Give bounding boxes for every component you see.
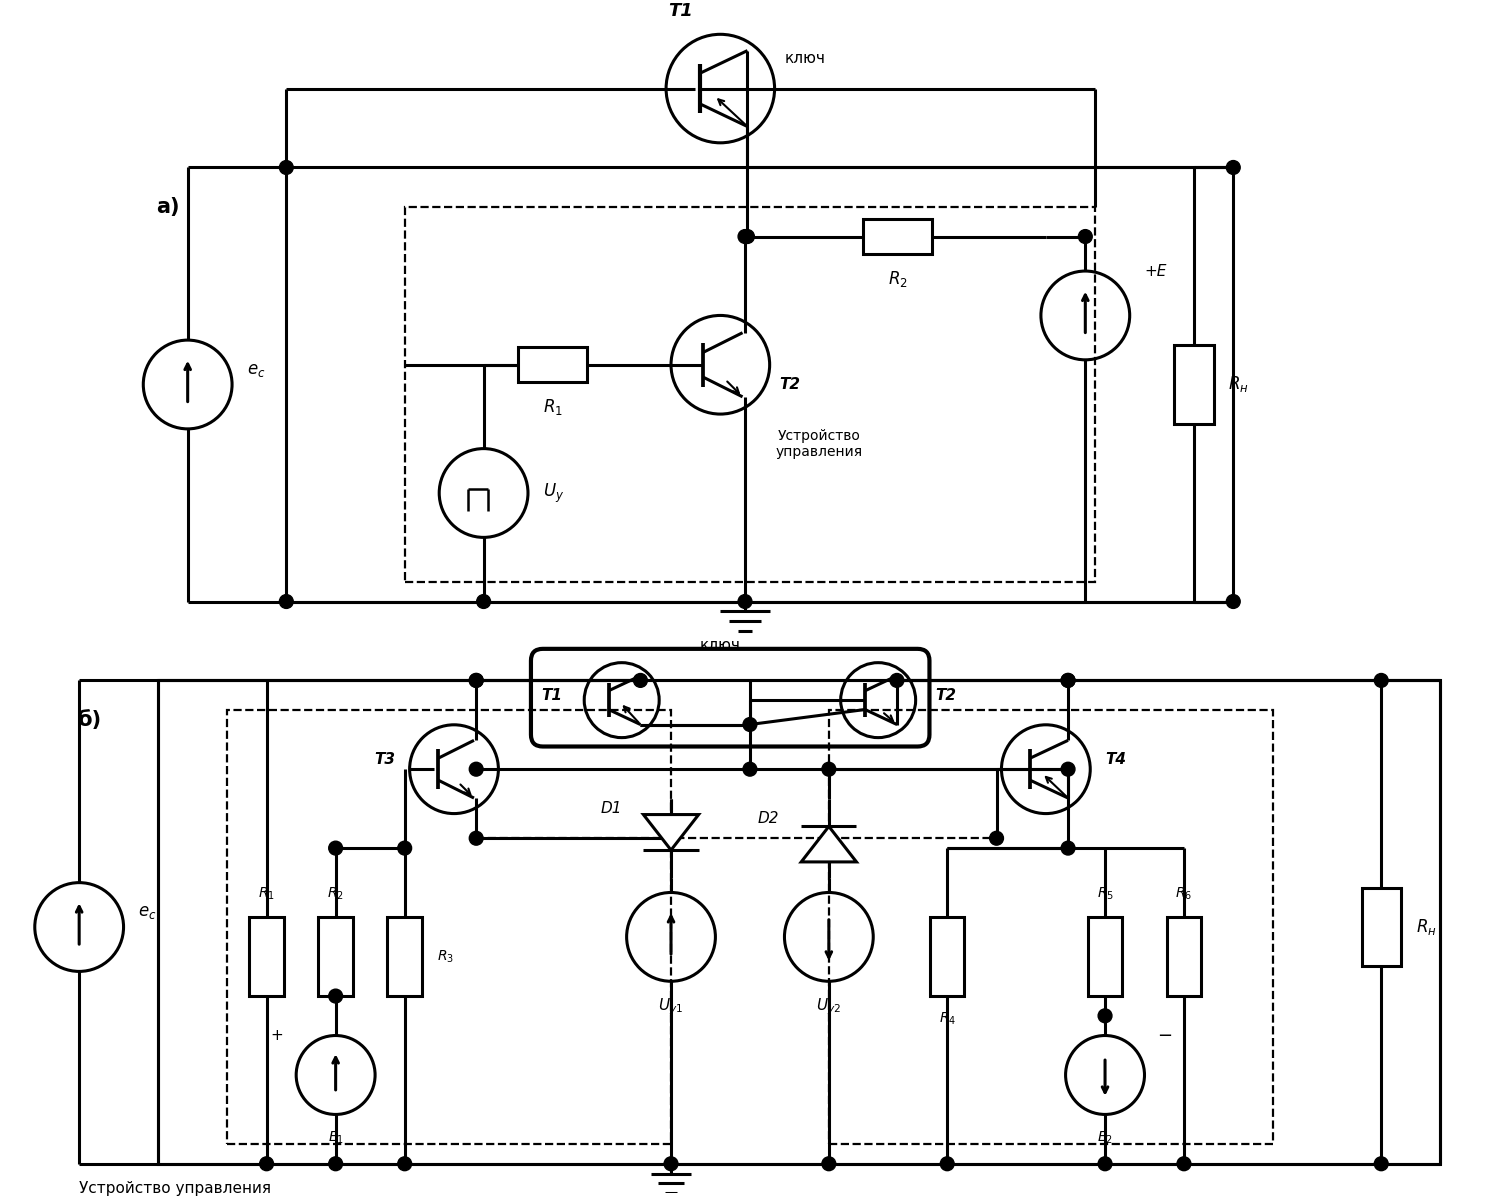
Bar xyxy=(828,710,1272,1144)
Circle shape xyxy=(398,1156,411,1171)
Circle shape xyxy=(822,762,836,776)
Text: $R_2$: $R_2$ xyxy=(888,268,907,288)
Bar xyxy=(519,347,587,382)
Polygon shape xyxy=(644,815,699,850)
Circle shape xyxy=(329,989,343,1003)
Circle shape xyxy=(989,832,1003,845)
Text: +: + xyxy=(270,1028,283,1043)
Circle shape xyxy=(398,841,411,855)
Text: $e_c$: $e_c$ xyxy=(247,360,265,378)
Text: +E: +E xyxy=(1144,263,1167,279)
Circle shape xyxy=(890,674,904,687)
Bar xyxy=(930,917,964,996)
Text: Устройство управления: Устройство управления xyxy=(79,1181,271,1196)
Text: $R_1$: $R_1$ xyxy=(542,397,563,417)
Bar xyxy=(158,680,1441,1163)
Circle shape xyxy=(633,674,647,687)
Circle shape xyxy=(1374,1156,1389,1171)
Text: $R_4$: $R_4$ xyxy=(939,1010,955,1027)
Text: $U_y$: $U_y$ xyxy=(542,481,565,505)
Circle shape xyxy=(469,832,483,845)
Circle shape xyxy=(1061,762,1074,776)
Circle shape xyxy=(940,1156,954,1171)
Text: $E_2$: $E_2$ xyxy=(1097,1129,1113,1146)
Bar xyxy=(319,917,353,996)
Text: $R_3$: $R_3$ xyxy=(437,948,454,965)
Circle shape xyxy=(1061,674,1074,687)
Text: $R_н$: $R_н$ xyxy=(1228,375,1249,395)
Text: $E_1$: $E_1$ xyxy=(328,1129,344,1146)
Text: T2: T2 xyxy=(936,688,957,703)
Text: $U_{y2}$: $U_{y2}$ xyxy=(817,996,842,1016)
Circle shape xyxy=(738,230,752,243)
Bar xyxy=(1088,917,1122,996)
Circle shape xyxy=(1098,1156,1112,1171)
Bar xyxy=(249,917,285,996)
Text: ключ: ключ xyxy=(784,51,825,67)
Circle shape xyxy=(665,1156,678,1171)
Circle shape xyxy=(259,1156,274,1171)
Text: Устройство
управления: Устройство управления xyxy=(775,429,863,458)
Text: б): б) xyxy=(77,710,101,730)
Circle shape xyxy=(1177,1156,1191,1171)
Text: ключ: ключ xyxy=(700,638,741,654)
Text: а): а) xyxy=(156,198,180,217)
Text: $R_н$: $R_н$ xyxy=(1416,917,1436,937)
Circle shape xyxy=(1079,230,1092,243)
Text: T4: T4 xyxy=(1106,752,1126,767)
Text: $e_c$: $e_c$ xyxy=(139,904,156,922)
Circle shape xyxy=(1061,674,1074,687)
Circle shape xyxy=(1098,1009,1112,1022)
Text: −: − xyxy=(1156,1027,1171,1045)
Text: T1: T1 xyxy=(669,1,693,19)
Polygon shape xyxy=(802,826,857,862)
Bar xyxy=(286,168,1234,602)
Bar xyxy=(226,710,670,1144)
Circle shape xyxy=(469,674,483,687)
Text: T3: T3 xyxy=(374,752,395,767)
Circle shape xyxy=(822,1156,836,1171)
Circle shape xyxy=(744,762,757,776)
Text: $R_2$: $R_2$ xyxy=(328,886,344,903)
Circle shape xyxy=(469,762,483,776)
Bar xyxy=(1362,887,1401,966)
Circle shape xyxy=(477,595,490,608)
Text: $U_{y1}$: $U_{y1}$ xyxy=(659,996,684,1016)
Circle shape xyxy=(280,595,294,608)
Circle shape xyxy=(1061,841,1074,855)
Circle shape xyxy=(280,160,294,175)
Circle shape xyxy=(329,1156,343,1171)
Bar xyxy=(1167,917,1201,996)
Bar xyxy=(387,917,422,996)
Circle shape xyxy=(738,595,752,608)
Circle shape xyxy=(1226,595,1240,608)
Circle shape xyxy=(329,841,343,855)
Bar xyxy=(1174,345,1213,424)
Circle shape xyxy=(741,230,754,243)
Text: D2: D2 xyxy=(758,812,779,826)
Text: D1: D1 xyxy=(600,801,621,816)
Circle shape xyxy=(1374,674,1389,687)
Circle shape xyxy=(469,674,483,687)
Text: $R_5$: $R_5$ xyxy=(1097,886,1113,903)
Circle shape xyxy=(744,718,757,731)
Bar xyxy=(405,207,1095,582)
Circle shape xyxy=(1226,160,1240,175)
Text: T2: T2 xyxy=(779,377,800,391)
Bar xyxy=(863,219,933,254)
Text: T1: T1 xyxy=(541,688,563,703)
Text: $R_6$: $R_6$ xyxy=(1176,886,1192,903)
Text: $R_1$: $R_1$ xyxy=(258,886,276,903)
